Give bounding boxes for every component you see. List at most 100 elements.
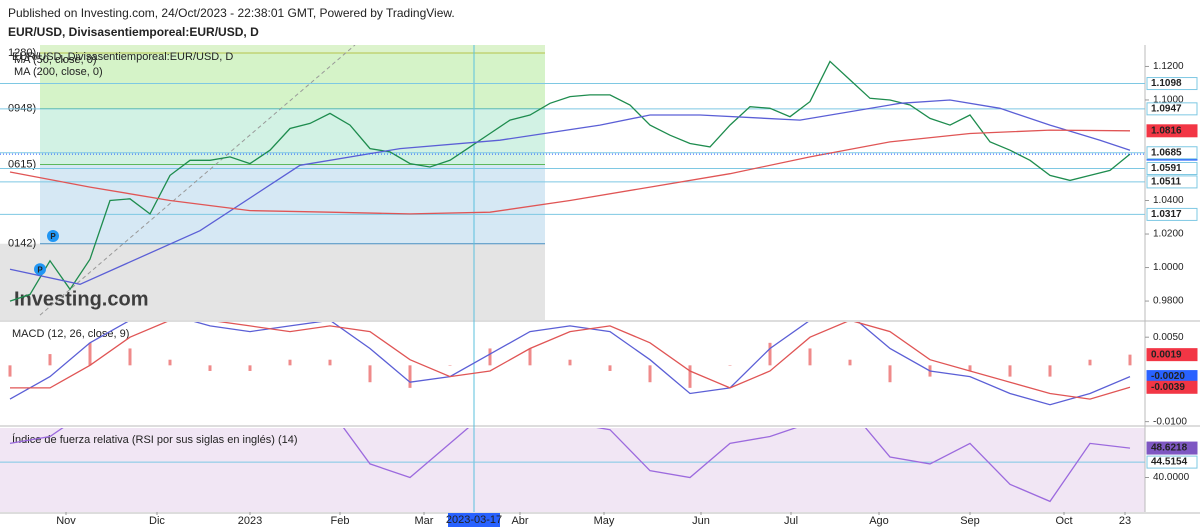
axis-value-label: -0.0039 xyxy=(1151,382,1185,393)
panel-title: MACD (12, 26, close, 9) xyxy=(12,328,129,340)
histogram-bar xyxy=(488,348,492,366)
histogram-bar xyxy=(528,348,532,366)
histogram-bar xyxy=(288,359,292,366)
histogram-bar xyxy=(448,365,452,366)
x-tick-label: Abr xyxy=(511,515,528,527)
x-tick-label: Sep xyxy=(960,515,980,527)
histogram-bar xyxy=(1048,365,1052,377)
series-line xyxy=(9,60,1131,302)
histogram-bar xyxy=(968,365,972,371)
axis-value-box xyxy=(1146,102,1198,116)
fib-label: 0142) xyxy=(8,238,36,250)
chart-title: EUR/USD, Divisasentiemporeal:EUR/USD, D xyxy=(8,25,259,39)
axis-value-box xyxy=(1146,77,1198,91)
axis-value-label: 1.1098 xyxy=(1151,78,1182,89)
histogram-bar xyxy=(1088,359,1092,366)
y-tick-label: 0.9800 xyxy=(1153,296,1184,307)
axis-value-label: 1.0511 xyxy=(1151,177,1181,188)
x-tick-label: Dic xyxy=(149,515,165,527)
axis-value-box xyxy=(1146,175,1198,189)
histogram-bar xyxy=(1128,354,1132,366)
histogram-bar xyxy=(128,348,132,366)
histogram-bar xyxy=(848,359,852,366)
rsi-background xyxy=(0,428,1145,512)
axis-value-box xyxy=(1146,455,1198,469)
y-tick-label: -0.0100 xyxy=(1153,416,1187,427)
axis-value-box xyxy=(1146,441,1198,455)
y-tick-label: 1.0200 xyxy=(1153,229,1184,240)
histogram-bar xyxy=(728,365,732,366)
x-tick-label: Nov xyxy=(56,515,76,527)
histogram-bar xyxy=(368,365,372,383)
watermark: Investing.com xyxy=(14,288,148,310)
axis-value-label: 1.0591 xyxy=(1151,163,1182,174)
event-marker-label: P xyxy=(37,265,43,274)
panel-title: Índice de fuerza relativa (RSI por sus s… xyxy=(12,433,298,446)
event-marker xyxy=(34,263,46,276)
x-tick-label: Feb xyxy=(331,515,350,527)
x-tick-label: Mar xyxy=(415,515,434,527)
histogram-bar xyxy=(568,359,572,366)
fib-zone xyxy=(40,108,545,165)
plot-area xyxy=(8,322,1132,406)
series-line xyxy=(10,322,1131,400)
plot-area xyxy=(0,428,1145,503)
axis-value-label: 0.0019 xyxy=(1151,349,1182,360)
histogram-bar xyxy=(48,354,52,366)
series-line xyxy=(9,322,1131,406)
histogram-bar xyxy=(808,348,812,366)
histogram-bar xyxy=(608,365,612,371)
event-marker xyxy=(47,230,59,243)
histogram-bar xyxy=(8,365,12,377)
histogram-bar xyxy=(88,342,92,366)
crosshair-label-bg xyxy=(448,513,500,527)
axis-value-box xyxy=(1146,162,1198,176)
x-tick-label: May xyxy=(594,515,615,527)
event-marker-label: P xyxy=(50,232,56,241)
histogram-bar xyxy=(248,365,252,371)
x-tick-label: Ago xyxy=(869,515,889,527)
histogram-bar xyxy=(408,365,412,388)
histogram-bar xyxy=(648,365,652,383)
x-tick-label: 2023 xyxy=(238,515,262,527)
axis-value-label: 1.0816 xyxy=(1151,125,1182,136)
axis-value-box xyxy=(1146,124,1198,138)
histogram-bar xyxy=(1008,365,1012,377)
histogram-bar xyxy=(768,342,772,366)
axis-value-label: 1.0685 xyxy=(1151,147,1182,158)
histogram-bar xyxy=(208,365,212,371)
axis-value-label: 44.5154 xyxy=(1151,457,1188,468)
x-tick-label: Jun xyxy=(692,515,710,527)
y-tick-label: 40.0000 xyxy=(1153,472,1190,483)
histogram-bar xyxy=(688,365,692,388)
x-tick-label: 23 xyxy=(1119,515,1131,527)
published-note: Published on Investing.com, 24/Oct/2023 … xyxy=(8,6,455,20)
fib-zone xyxy=(40,53,545,109)
y-tick-label: 1.1200 xyxy=(1153,61,1184,72)
y-tick-label: 1.0000 xyxy=(1153,262,1184,273)
x-tick-label: Jul xyxy=(784,515,798,527)
axis-value-label: 1.0947 xyxy=(1151,103,1182,114)
axis-value-label: -0.0020 xyxy=(1151,371,1185,382)
axis-value-label: 1.0317 xyxy=(1151,209,1182,220)
series-line xyxy=(9,129,1131,215)
axis-value-box xyxy=(1146,348,1198,362)
plot-area xyxy=(0,45,1145,316)
fib-zone xyxy=(40,45,545,54)
trend-line xyxy=(39,45,356,316)
x-tick-label: Oct xyxy=(1055,515,1072,527)
panel-title: EUR/USD, Divisasentiemporeal:EUR/USD, D xyxy=(12,51,233,63)
y-tick-label: 0.0050 xyxy=(1153,332,1184,343)
histogram-bar xyxy=(168,359,172,366)
histogram-bar xyxy=(328,359,332,366)
fib-zone xyxy=(40,164,545,244)
series-line xyxy=(9,99,1131,285)
legend-entry: MA (200, close, 0) xyxy=(14,66,103,78)
series-line xyxy=(9,428,1131,503)
axis-value-box xyxy=(1146,207,1198,221)
y-tick-label: 1.0400 xyxy=(1153,195,1184,206)
fib-label: 0615) xyxy=(8,158,36,170)
axis-value-box xyxy=(1146,380,1198,394)
crosshair-label: 2023-03-17 xyxy=(446,514,502,526)
